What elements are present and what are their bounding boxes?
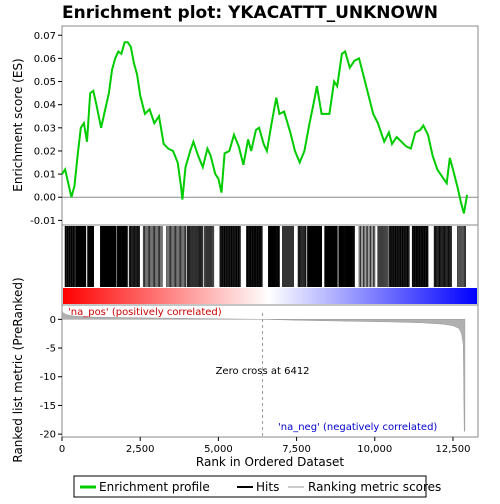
legend-enrichment-label: Enrichment profile (99, 480, 210, 494)
legend-hits-label: Hits (256, 480, 279, 494)
es-y-tick-label: 0.05 (34, 77, 56, 88)
ranking-metric-area (61, 308, 466, 432)
es-panel-frame (61, 25, 479, 226)
metric-y-axis-label: Ranked list metric (PreRanked) (11, 277, 25, 462)
x-tick-label: 2,500 (126, 444, 155, 455)
zero-cross-label: Zero cross at 6412 (216, 366, 310, 377)
chart-title: Enrichment plot: YKACATTT_UNKNOWN (62, 3, 438, 23)
x-tick-label: 5,000 (204, 444, 233, 455)
x-tick-label: 0 (59, 444, 65, 455)
x-axis-label: Rank in Ordered Dataset (196, 455, 344, 469)
es-y-axis: -0.01 0.00 0.01 0.02 0.03 0.04 0.05 0.06 0.07 (30, 31, 62, 227)
x-tick-label: 10,000 (357, 444, 392, 455)
metric-y-axis: -20 -15 -10 -5 0 (40, 315, 62, 441)
neg-label: 'na_neg' (negatively correlated) (278, 422, 437, 433)
metric-panel-frame (61, 304, 479, 438)
hits-group (64, 226, 466, 287)
es-y-tick-label: 0.00 (34, 193, 56, 204)
es-y-tick-label: 0.01 (34, 170, 56, 181)
rank-gradient-bar (63, 288, 477, 304)
enrichment-profile-line (61, 41, 469, 214)
es-y-tick-label: 0.04 (34, 100, 56, 111)
x-tick-label: 7,500 (282, 444, 311, 455)
es-y-tick-label: -0.01 (30, 216, 56, 227)
es-y-axis-label: Enrichment score (ES) (11, 58, 25, 191)
es-y-tick-label: 0.07 (34, 31, 56, 42)
metric-y-tick-label: -20 (40, 430, 56, 441)
x-axis: 0 2,500 5,000 7,500 10,000 12,500 (59, 437, 470, 455)
es-y-tick-label: 0.02 (34, 146, 56, 157)
legend-metric-label: Ranking metric scores (308, 480, 441, 494)
metric-y-tick-label: -5 (46, 344, 56, 355)
es-y-tick-label: 0.03 (34, 123, 56, 134)
metric-y-tick-label: -15 (40, 401, 56, 412)
x-tick-label: 12,500 (435, 444, 470, 455)
metric-y-tick-label: -10 (40, 372, 56, 383)
pos-label: 'na_pos' (positively correlated) (68, 307, 222, 318)
metric-y-tick-label: 0 (50, 315, 56, 326)
es-y-tick-label: 0.06 (34, 54, 56, 65)
